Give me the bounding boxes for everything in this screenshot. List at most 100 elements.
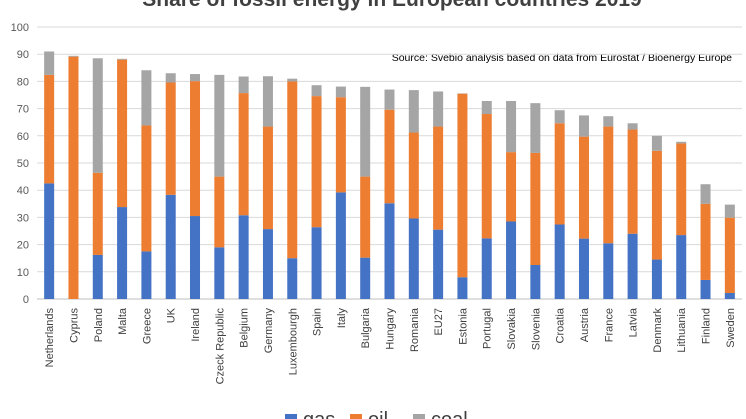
bar-gas (214, 247, 225, 299)
bar-coal (676, 141, 687, 144)
legend-label-gas: gas (303, 409, 335, 419)
x-tick-label: Sweden (725, 308, 737, 348)
bar-coal (262, 76, 273, 127)
bar-coal (190, 74, 201, 82)
bar-oil (384, 109, 395, 204)
bar-coal (68, 55, 79, 57)
bar-coal (433, 91, 444, 127)
bar-coal (335, 86, 346, 98)
legend-swatch-gas (285, 414, 297, 419)
bar-coal (554, 110, 565, 124)
bar-gas (287, 258, 298, 299)
bar-coal (92, 58, 103, 173)
bar-coal (238, 76, 249, 94)
bar-coal (287, 78, 298, 82)
chart-source-note: Source: Svebio analysis based on data fr… (392, 52, 732, 64)
bar-gas (530, 265, 541, 299)
y-tick-label: 0 (23, 294, 29, 306)
y-tick-label: 40 (17, 185, 29, 197)
bar-gas (554, 224, 565, 299)
bar-gas (360, 257, 371, 299)
bar-coal (311, 85, 322, 97)
y-tick-label: 60 (17, 131, 29, 143)
bar-coal (627, 123, 638, 130)
bar-oil (190, 81, 201, 217)
bar-gas (311, 227, 322, 299)
bar-gas (603, 243, 614, 299)
legend-label-oil: oil (368, 409, 388, 419)
x-tick-label: Ireland (190, 308, 202, 342)
bar-gas (408, 218, 419, 299)
x-tick-label: EU27 (433, 308, 445, 336)
bar-oil (676, 143, 687, 236)
y-tick-label: 80 (17, 76, 29, 88)
x-tick-label: Slovenia (530, 307, 542, 350)
bars (44, 51, 735, 300)
bar-oil (92, 172, 103, 255)
bar-oil (627, 129, 638, 234)
y-axis-ticks: 0 10 20 30 40 50 60 70 80 90 100 (11, 22, 29, 306)
bar-oil (68, 56, 79, 300)
bar-oil (335, 97, 346, 193)
bar-gas (335, 192, 346, 299)
x-tick-label: Czeck Republic (214, 308, 226, 385)
bar-coal (384, 89, 395, 110)
bar-gas (238, 215, 249, 299)
bar-gas (190, 216, 201, 299)
bar-coal (165, 73, 176, 83)
x-tick-label: Finland (701, 308, 713, 344)
bar-coal (700, 184, 711, 204)
bar-oil (117, 59, 128, 208)
y-tick-label: 30 (17, 212, 29, 224)
bar-coal (408, 90, 419, 133)
bar-coal (724, 204, 735, 218)
bar-oil (165, 82, 176, 195)
legend-swatch-coal (413, 414, 425, 419)
bar-oil (603, 126, 614, 244)
bar-oil (530, 152, 541, 265)
bar-oil (506, 152, 517, 222)
bar-gas (700, 279, 711, 299)
bar-gas (578, 238, 589, 299)
x-tick-label: Belgium (239, 308, 251, 348)
bar-oil (554, 123, 565, 225)
bar-gas (651, 259, 662, 299)
x-tick-label: Croatia (555, 307, 567, 343)
bar-oil (141, 125, 152, 252)
y-tick-label: 70 (17, 104, 29, 116)
bar-gas (262, 229, 273, 299)
bar-gas (165, 194, 176, 299)
x-tick-label: Luxembourgh (287, 308, 299, 375)
bar-gas (92, 254, 103, 299)
bar-gas (141, 251, 152, 299)
bar-oil (481, 114, 492, 239)
x-tick-label: Latvia (628, 307, 640, 337)
x-tick-label: Slovakia (506, 307, 518, 349)
x-tick-label: Austria (579, 307, 591, 342)
bar-gas (457, 277, 468, 299)
bar-gas (627, 233, 638, 299)
y-tick-label: 50 (17, 158, 29, 170)
bar-oil (578, 136, 589, 239)
bar-coal (141, 70, 152, 126)
x-tick-label: Denmark (652, 308, 664, 353)
x-tick-label: Estonia (457, 307, 469, 345)
x-tick-label: Hungary (385, 308, 397, 350)
bar-oil (433, 126, 444, 230)
bar-oil (408, 132, 419, 219)
bar-oil (238, 93, 249, 216)
x-tick-label: Romania (409, 307, 421, 352)
bar-oil (214, 176, 225, 248)
bar-coal (360, 86, 371, 177)
y-tick-label: 100 (11, 22, 29, 34)
legend-swatch-oil (350, 414, 362, 419)
x-tick-label: France (603, 308, 615, 342)
bar-coal (651, 135, 662, 151)
bar-coal (481, 100, 492, 115)
y-tick-label: 10 (17, 267, 29, 279)
bar-coal (530, 103, 541, 153)
bar-coal (578, 115, 589, 137)
x-tick-label: Bulgaria (360, 307, 372, 348)
bar-coal (214, 74, 225, 177)
